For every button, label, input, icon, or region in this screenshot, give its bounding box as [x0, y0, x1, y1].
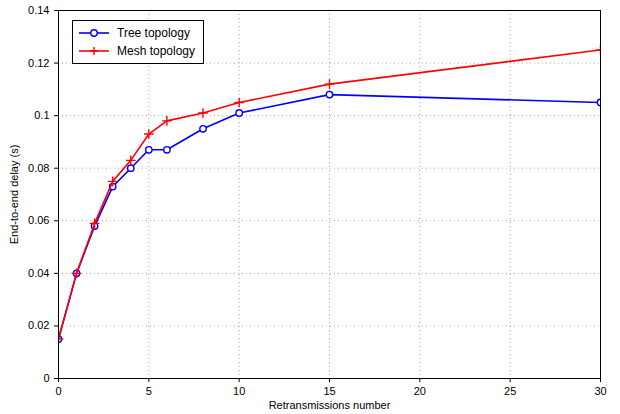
svg-text:0.02: 0.02	[28, 319, 49, 331]
svg-text:Retransmissions number: Retransmissions number	[269, 399, 391, 411]
svg-text:0.14: 0.14	[28, 4, 49, 16]
svg-text:End-to-end delay (s): End-to-end delay (s)	[8, 145, 20, 245]
svg-text:0.12: 0.12	[28, 57, 49, 69]
svg-text:0.04: 0.04	[28, 267, 49, 279]
svg-text:0: 0	[55, 385, 61, 397]
svg-text:0: 0	[43, 372, 49, 384]
svg-text:0.06: 0.06	[28, 214, 49, 226]
svg-text:15: 15	[323, 385, 335, 397]
svg-text:10: 10	[233, 385, 245, 397]
svg-text:0.1: 0.1	[34, 109, 49, 121]
svg-text:5: 5	[146, 385, 152, 397]
html-text:Mesh topology: Mesh topology	[117, 44, 195, 58]
svg-text:25: 25	[504, 385, 516, 397]
svg-text:20: 20	[414, 385, 426, 397]
svg-text:30: 30	[594, 385, 606, 397]
html-text:Tree topology: Tree topology	[117, 26, 190, 40]
svg-text:0.08: 0.08	[28, 162, 49, 174]
